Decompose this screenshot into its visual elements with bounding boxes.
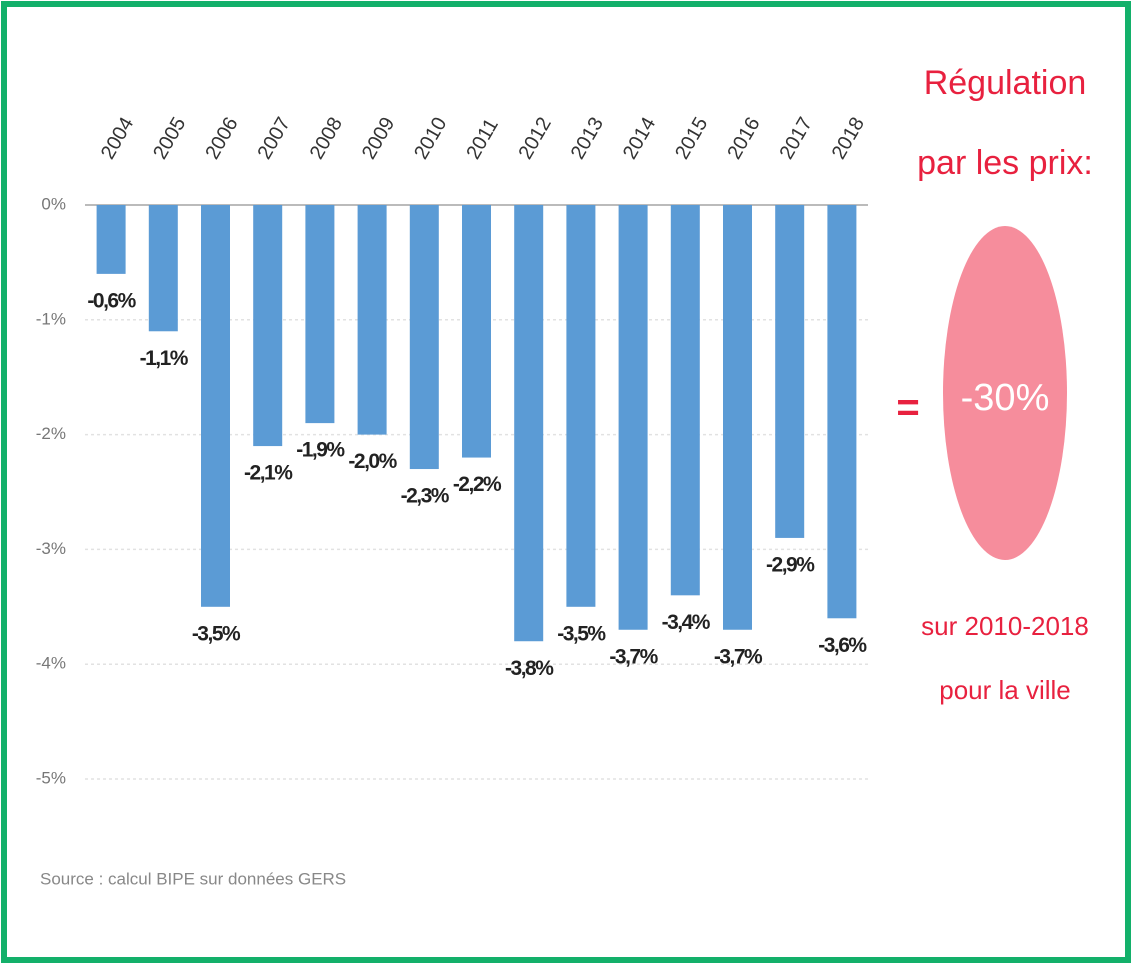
value-label: -2,9%: [766, 553, 815, 576]
bar: [96, 205, 126, 274]
heading: Régulation: [924, 64, 1087, 102]
bar: [514, 205, 544, 642]
value-label: -1,1%: [140, 347, 189, 370]
y-tick-label: 0%: [41, 194, 66, 213]
y-tick-label: -5%: [36, 768, 66, 787]
value-label: -2,2%: [453, 473, 502, 496]
value-label: -2,1%: [244, 462, 293, 485]
value-label: -0,6%: [87, 289, 136, 312]
y-tick-label: -3%: [36, 539, 66, 558]
bar: [670, 205, 700, 596]
value-label: -3,7%: [609, 645, 658, 668]
value-label: -2,0%: [348, 450, 397, 473]
bar: [305, 205, 335, 424]
value-label: -3,4%: [662, 611, 711, 634]
bar: [618, 205, 648, 630]
total: -30%: [961, 377, 1050, 419]
bar: [775, 205, 805, 538]
value-label: -3,6%: [818, 634, 867, 657]
value-label: -3,7%: [714, 645, 763, 668]
y-tick-label: -2%: [36, 424, 66, 443]
value-label: -3,5%: [557, 622, 606, 645]
note: sur 2010-2018: [921, 611, 1089, 641]
source: Source : calcul BIPE sur données GERS: [40, 869, 346, 888]
y-tick-label: -4%: [36, 654, 66, 673]
note: pour la ville: [939, 675, 1071, 705]
value-label: -2,3%: [401, 485, 450, 508]
value-label: -3,5%: [192, 622, 241, 645]
y-tick-label: -1%: [36, 309, 66, 328]
bar: [566, 205, 596, 607]
bar: [253, 205, 283, 447]
bar: [462, 205, 491, 458]
bar: [827, 205, 857, 619]
bar: [201, 205, 230, 607]
value-label: -1,9%: [296, 439, 345, 462]
heading: par les prix:: [917, 144, 1093, 182]
bar: [148, 205, 178, 332]
total-ellipse: [943, 226, 1067, 560]
bar: [409, 205, 439, 470]
bar: [723, 205, 752, 630]
equals: =: [896, 386, 919, 430]
value-label: -3,8%: [505, 657, 554, 680]
bar: [357, 205, 387, 435]
